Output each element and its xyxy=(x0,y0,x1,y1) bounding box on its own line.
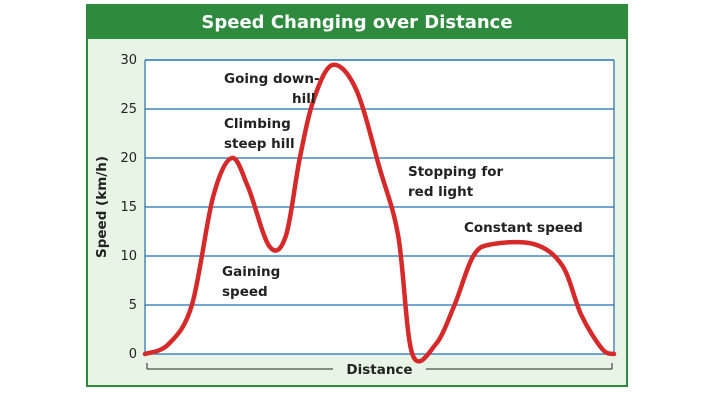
annotation-going-downhill: Going down-hill xyxy=(224,71,320,107)
y-tick-label: 5 xyxy=(129,298,137,313)
annotation-stopping-red-light-line: red light xyxy=(408,184,474,200)
y-axis-label: Speed (km/h) xyxy=(94,156,110,258)
annotation-stopping-red-light: Stopping for red light xyxy=(408,164,504,200)
chart-figure: Speed Changing over Distance 0 5 10 15 20 25 3… xyxy=(86,4,628,387)
annotation-stopping-red-light-line: Stopping for xyxy=(408,164,504,180)
annotation-gaining-speed-line: speed xyxy=(222,284,268,300)
annotation-gaining-speed: Gaining speed xyxy=(222,264,280,300)
annotation-climbing-steep-hill: Climbing steep hill xyxy=(224,116,295,152)
annotation-climbing-steep-hill-line: Climbing xyxy=(224,116,291,132)
y-tick-label: 10 xyxy=(120,249,137,264)
annotation-gaining-speed-line: Gaining xyxy=(222,264,280,280)
annotation-constant-speed: Constant speed xyxy=(464,220,583,236)
chart-plot: 0 5 10 15 20 25 30 Speed (km/h) Distance Going… xyxy=(94,53,617,378)
speed-series-line xyxy=(142,62,617,364)
x-axis xyxy=(144,59,615,370)
y-tick-labels: 0 5 10 15 20 25 30 xyxy=(120,53,137,362)
annotation-going-downhill-line: Going down- xyxy=(224,71,320,87)
x-axis-label: Distance xyxy=(346,362,412,378)
y-tick-label: 0 xyxy=(129,347,137,362)
annotation-constant-speed-line: Constant speed xyxy=(464,220,583,236)
chart-title: Speed Changing over Distance xyxy=(88,6,626,39)
annotation-going-downhill-line: hill xyxy=(292,91,316,107)
y-tick-label: 30 xyxy=(120,53,137,68)
y-tick-label: 15 xyxy=(120,200,137,215)
annotation-climbing-steep-hill-line: steep hill xyxy=(224,136,295,152)
y-tick-label: 25 xyxy=(120,102,137,117)
y-tick-label: 20 xyxy=(120,151,137,166)
